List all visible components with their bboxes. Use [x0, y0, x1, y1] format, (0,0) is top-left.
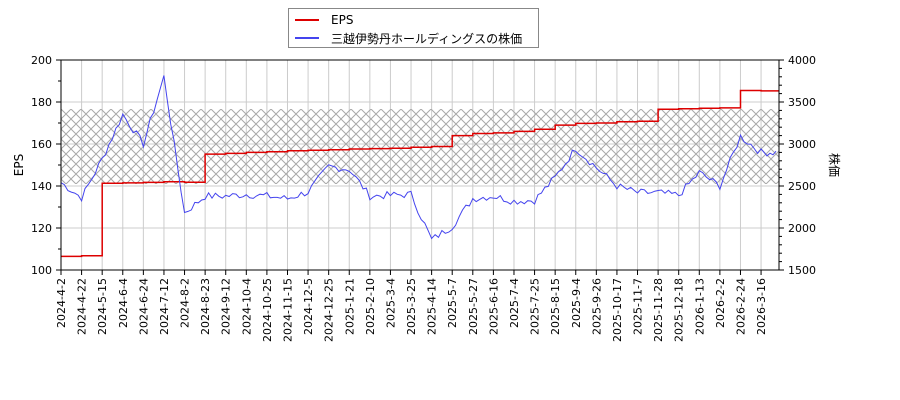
x-tick-label: 2024-5-15	[96, 278, 109, 335]
x-tick-label: 2025-10-17	[611, 278, 624, 342]
right-y-axis: 1500 2000 2500 3000 3500 4000	[779, 54, 816, 277]
x-tick-label: 2025-5-7	[446, 278, 459, 328]
x-tick-label: 2025-12-18	[673, 278, 686, 342]
legend-label-price: 三越伊勢丹ホールディングスの株価	[331, 31, 523, 46]
x-tick-label: 2024-4-2	[55, 278, 68, 328]
x-tick-label: 2024-6-4	[117, 278, 130, 328]
left-tick-label: 140	[31, 180, 52, 193]
x-tick-label: 2025-8-15	[549, 278, 562, 335]
series-lines	[60, 75, 779, 258]
x-tick-label: 2024-12-25	[323, 278, 336, 342]
left-axis-title: EPS	[12, 154, 26, 176]
right-tick-label: 4000	[788, 54, 816, 67]
stock-price-line	[60, 75, 777, 240]
legend: EPS 三越伊勢丹ホールディングスの株価	[288, 8, 539, 48]
x-tick-label: 2024-7-12	[158, 278, 171, 335]
x-tick-label: 2025-3-25	[405, 278, 418, 335]
right-tick-label: 2500	[788, 180, 816, 193]
left-tick-label: 180	[31, 96, 52, 109]
x-tick-label: 2024-8-23	[199, 278, 212, 335]
left-tick-label: 120	[31, 222, 52, 235]
x-tick-label: 2024-12-5	[302, 278, 315, 335]
x-tick-label: 2024-10-4	[240, 278, 253, 335]
right-tick-label: 1500	[788, 264, 816, 277]
eps-swatch	[295, 19, 319, 21]
right-tick-label: 2000	[788, 222, 816, 235]
left-y-axis: 100 120 140 160 180 200	[31, 54, 61, 277]
x-tick-label: 2025-5-27	[467, 278, 480, 335]
x-tick-label: 2025-1-21	[343, 278, 356, 335]
x-tick-label: 2024-9-12	[220, 278, 233, 335]
legend-label-eps: EPS	[331, 13, 354, 27]
x-tick-label: 2024-8-2	[179, 278, 192, 328]
x-tick-label: 2025-11-28	[652, 278, 665, 342]
right-tick-label: 3000	[788, 138, 816, 151]
legend-item-price: 三越伊勢丹ホールディングスの株価	[295, 29, 522, 47]
x-tick-label: 2024-10-25	[261, 278, 274, 342]
x-tick-label: 2024-11-15	[281, 278, 294, 342]
x-tick-label: 2025-7-25	[529, 278, 542, 335]
x-tick-label: 2025-7-4	[508, 278, 521, 328]
x-tick-label: 2025-3-4	[384, 278, 397, 328]
x-tick-label: 2024-4-22	[76, 278, 89, 335]
right-axis-title: 株価	[827, 153, 842, 177]
left-tick-label: 100	[31, 264, 52, 277]
x-tick-label: 2025-9-26	[590, 278, 603, 335]
x-tick-label: 2026-1-13	[693, 278, 706, 335]
eps-line	[61, 89, 779, 258]
x-axis: 2024-4-2 2024-4-22 2024-5-15 2024-6-4 2024-6…	[55, 270, 768, 342]
x-tick-label: 2025-2-10	[364, 278, 377, 335]
right-tick-label: 3500	[788, 96, 816, 109]
price-swatch	[295, 37, 319, 39]
x-tick-label: 2026-2-2	[714, 278, 727, 328]
x-tick-label: 2025-4-14	[426, 278, 439, 335]
x-tick-label: 2025-6-16	[487, 278, 500, 335]
x-tick-label: 2024-6-24	[137, 278, 150, 335]
legend-item-eps: EPS	[295, 11, 353, 29]
left-tick-label: 200	[31, 54, 52, 67]
x-tick-label: 2026-3-16	[755, 278, 768, 335]
x-tick-label: 2025-11-7	[632, 278, 645, 335]
left-tick-label: 160	[31, 138, 52, 151]
x-tick-label: 2025-9-4	[570, 278, 583, 328]
x-tick-label: 2026-2-24	[734, 278, 747, 335]
